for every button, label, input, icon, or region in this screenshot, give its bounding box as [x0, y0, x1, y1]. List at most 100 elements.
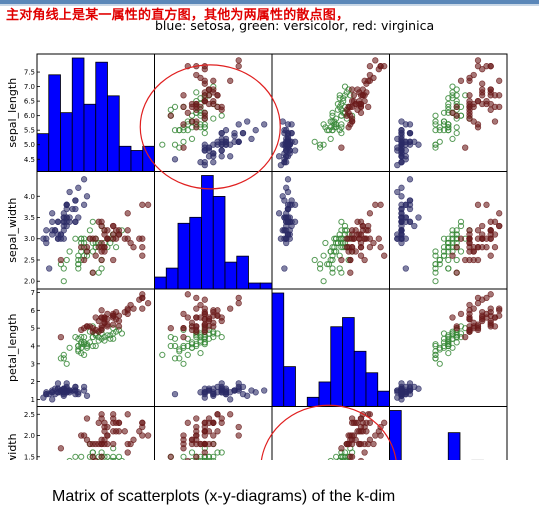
scatter-point	[81, 239, 88, 247]
scatter-point	[193, 89, 200, 96]
hist-bar	[365, 372, 379, 407]
scatter-point	[115, 323, 123, 330]
hist-bar	[60, 112, 73, 172]
scatter-point	[398, 205, 405, 213]
scatter-point	[180, 138, 187, 145]
scatter-point	[366, 436, 374, 443]
y-tick-label: 3.5	[24, 214, 35, 222]
scatter-point	[193, 124, 200, 131]
scatter-point	[193, 323, 200, 330]
hist-bar	[248, 282, 261, 290]
scatter-point	[167, 112, 174, 119]
scatter-point	[184, 291, 191, 298]
scatter-point	[130, 436, 137, 443]
scatter-point	[197, 301, 204, 309]
scatter-point	[180, 310, 187, 318]
scatter-point	[449, 95, 456, 102]
scatter-point	[343, 235, 350, 242]
scatter-point	[193, 294, 200, 302]
scatter-point	[354, 106, 361, 113]
scatter-point	[201, 328, 208, 335]
scatter-point	[188, 449, 196, 456]
scatter-point	[357, 231, 365, 238]
scatter-point	[496, 77, 503, 84]
scatter-point	[449, 83, 456, 90]
scatter-point	[180, 333, 187, 341]
scatter-point	[197, 121, 204, 128]
scatter-point	[184, 314, 191, 321]
hist-bar	[389, 410, 402, 460]
scatter-point	[470, 244, 477, 251]
scatter-point	[80, 176, 88, 183]
scatter-point	[193, 436, 200, 443]
scatter-point	[329, 265, 336, 272]
annotation-circle	[260, 404, 397, 460]
scatter-point	[201, 130, 208, 137]
scatter-point	[470, 103, 477, 111]
scatter-point	[496, 222, 503, 230]
scatter-point	[457, 330, 465, 337]
scatter-point	[474, 227, 482, 234]
scatter-point	[205, 144, 213, 151]
scatter-point	[354, 218, 361, 225]
scatter-point	[366, 210, 374, 217]
scatter-point	[124, 449, 131, 456]
scatter-point	[222, 385, 230, 392]
scatter-point	[320, 278, 327, 285]
scatter-point	[227, 77, 234, 84]
scatter-point	[176, 348, 183, 355]
scatter-point	[343, 112, 350, 119]
scatter-point	[449, 332, 456, 339]
scatter-point	[406, 380, 414, 387]
hist-bar	[130, 150, 144, 172]
scatter-point	[445, 337, 452, 344]
scatter-point	[406, 138, 414, 145]
scatter-point	[180, 103, 187, 111]
scatter-point	[334, 106, 341, 113]
hist-bar	[48, 74, 61, 172]
scatter-point	[275, 210, 283, 217]
scatter-point	[466, 77, 473, 84]
scatter-point	[432, 261, 439, 268]
scatter-point	[325, 127, 333, 134]
scatter-point	[466, 92, 473, 99]
scatter-point	[72, 218, 79, 225]
scatter-point	[350, 432, 358, 439]
annotation-circle	[139, 64, 281, 190]
hist-bar	[318, 381, 332, 407]
scatter-point	[63, 380, 70, 387]
scatter-point	[98, 265, 105, 272]
hist-bar	[71, 57, 85, 172]
scatter-point	[445, 248, 452, 255]
scatter-point	[348, 235, 356, 242]
scatter-point	[336, 265, 343, 272]
scatter-point	[432, 144, 439, 151]
scatter-point	[231, 387, 238, 394]
scatter-point	[432, 248, 439, 255]
scatter-point	[286, 214, 293, 221]
scatter-point	[159, 141, 166, 148]
scatter-point	[449, 239, 456, 247]
scatter-point	[235, 300, 242, 307]
scatter-point	[453, 124, 460, 131]
scatter-point	[180, 121, 187, 128]
scatter-point	[235, 63, 242, 70]
scatter-point	[78, 432, 85, 439]
scatter-point	[201, 63, 208, 70]
scatter-point	[98, 256, 105, 264]
scatter-point	[188, 112, 196, 119]
scatter-point	[235, 294, 242, 302]
hist-bar	[154, 276, 167, 290]
scatter-point	[375, 235, 382, 242]
y-tick-label: 1.5	[24, 453, 35, 460]
scatter-point	[184, 342, 191, 350]
scatter-point	[167, 325, 174, 332]
scatter-point	[329, 109, 336, 116]
scatter-point	[275, 153, 283, 160]
scatter-point	[348, 453, 356, 460]
scatter-point	[188, 319, 196, 326]
scatter-point	[453, 244, 460, 251]
scatter-point	[95, 419, 102, 426]
scatter-point	[329, 252, 336, 259]
scatter-point	[357, 423, 365, 431]
